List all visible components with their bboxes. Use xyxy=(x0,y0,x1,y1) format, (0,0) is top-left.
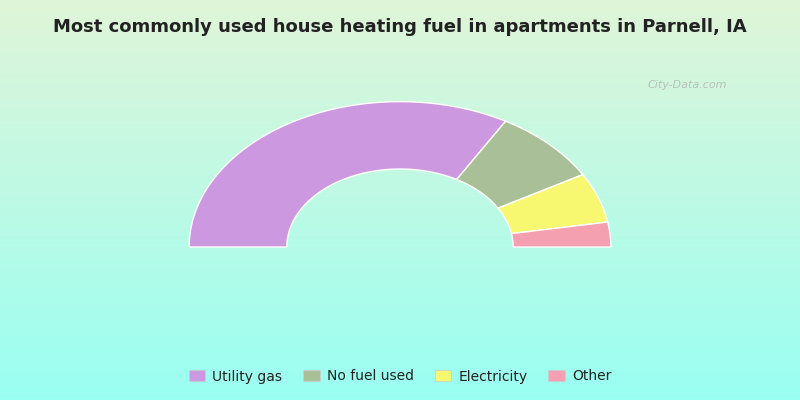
Polygon shape xyxy=(498,174,608,234)
Polygon shape xyxy=(457,121,583,208)
Polygon shape xyxy=(511,222,611,247)
Text: Most commonly used house heating fuel in apartments in Parnell, IA: Most commonly used house heating fuel in… xyxy=(53,18,747,36)
Legend: Utility gas, No fuel used, Electricity, Other: Utility gas, No fuel used, Electricity, … xyxy=(183,364,617,389)
Text: City-Data.com: City-Data.com xyxy=(648,80,727,90)
Polygon shape xyxy=(189,102,506,247)
